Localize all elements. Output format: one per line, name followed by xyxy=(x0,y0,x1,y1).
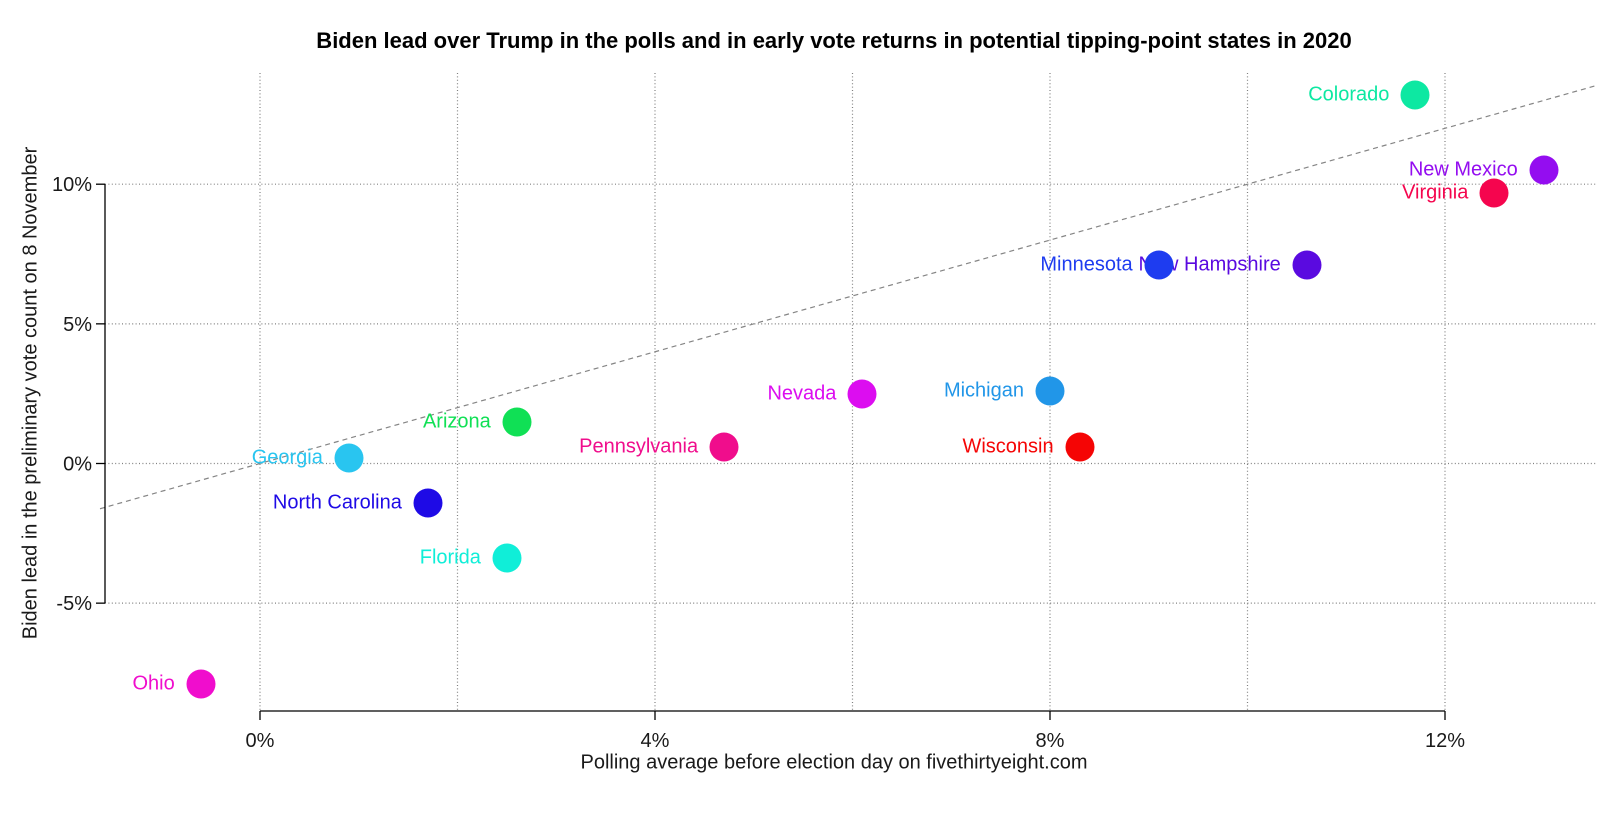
data-point-virginia xyxy=(1479,178,1509,208)
data-point-arizona xyxy=(502,407,532,437)
data-point-new-mexico xyxy=(1529,155,1559,185)
x-axis-tick-label: 4% xyxy=(641,730,670,752)
state-label-north-carolina: North Carolina xyxy=(272,491,402,514)
y-axis-tick-label: -5% xyxy=(56,593,92,615)
data-point-ohio xyxy=(186,669,216,699)
data-point-new-hampshire xyxy=(1292,250,1322,280)
data-point-georgia xyxy=(334,443,364,473)
data-point-michigan xyxy=(1035,376,1065,406)
chart-title: Biden lead over Trump in the polls and i… xyxy=(316,28,1352,53)
state-label-florida: Florida xyxy=(419,546,481,569)
x-axis-tick-label: 8% xyxy=(1036,730,1065,752)
data-point-pennsylvania xyxy=(709,432,739,462)
data-point-minnesota xyxy=(1144,250,1174,280)
state-label-virginia: Virginia xyxy=(1402,181,1469,204)
state-label-ohio: Ohio xyxy=(132,672,175,695)
state-label-georgia: Georgia xyxy=(251,446,323,469)
x-axis-label: Polling average before election day on f… xyxy=(580,751,1088,774)
x-axis-tick-label: 0% xyxy=(246,730,275,752)
data-point-colorado xyxy=(1400,80,1430,110)
y-axis-tick-label: 5% xyxy=(63,314,92,336)
data-point-wisconsin xyxy=(1065,432,1095,462)
data-point-florida xyxy=(492,543,522,573)
state-label-michigan: Michigan xyxy=(943,379,1024,402)
y-axis-tick-label: 10% xyxy=(52,174,92,196)
state-label-colorado: Colorado xyxy=(1308,83,1390,106)
data-point-nevada xyxy=(847,379,877,409)
x-axis-tick-label: 12% xyxy=(1425,730,1465,752)
state-label-wisconsin: Wisconsin xyxy=(962,435,1054,458)
state-label-new-hampshire: New Hampshire xyxy=(1138,253,1281,276)
y-axis-tick-label: 0% xyxy=(63,454,92,476)
state-label-nevada: Nevada xyxy=(767,382,837,405)
state-label-minnesota: Minnesota xyxy=(1040,253,1133,276)
state-label-new-mexico: New Mexico xyxy=(1408,158,1518,181)
state-label-arizona: Arizona xyxy=(422,410,491,433)
data-point-north-carolina xyxy=(413,488,443,518)
state-label-pennsylvania: Pennsylvania xyxy=(579,435,699,458)
reference-line xyxy=(99,84,1598,510)
